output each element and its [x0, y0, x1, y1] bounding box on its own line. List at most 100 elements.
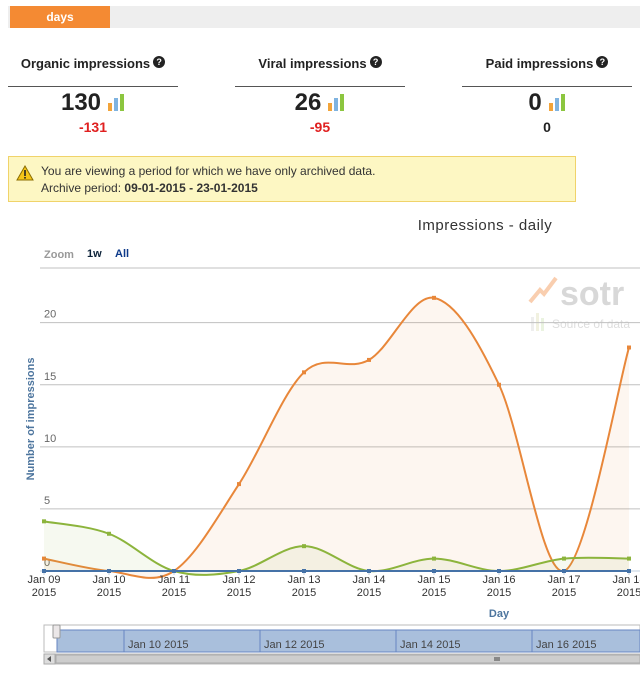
- x-tick-label: Jan 12 2015: [222, 574, 256, 599]
- help-icon[interactable]: ?: [369, 56, 382, 68]
- chart: Impressions - daily Zoom 1w All sotr Sou…: [25, 217, 640, 665]
- metric-value: 0: [528, 89, 542, 116]
- metric-name: Viral impressions: [258, 56, 367, 71]
- navigator-label: Jan 10 2015: [128, 639, 189, 651]
- y-tick-label: 0: [44, 557, 50, 569]
- x-tick-label: Jan 13 2015: [287, 574, 321, 599]
- y-axis-label: Number of impressions: [25, 358, 37, 481]
- bars-icon[interactable]: [327, 90, 345, 118]
- navigator[interactable]: Jan 10 2015 Jan 12 2015 Jan 14 2015 Jan 16 …: [43, 624, 640, 665]
- navigator-mask: [56, 629, 640, 653]
- zoom-option[interactable]: 1w: [87, 248, 102, 260]
- metric-value-row: 130: [8, 89, 178, 118]
- point-marker: [302, 569, 306, 573]
- period-value: 09-01-2015 - 23-01-2015: [124, 181, 258, 195]
- point-marker: [237, 482, 241, 487]
- metric-label: Viral impressions?: [235, 52, 405, 76]
- y-tick-label: 10: [44, 433, 56, 445]
- point-marker: [627, 569, 631, 573]
- y-tick-label: 15: [44, 371, 56, 383]
- bars-icon[interactable]: [548, 90, 566, 118]
- x-tick-label: Jan 11 2015: [157, 574, 191, 599]
- x-axis-label: Day: [489, 608, 510, 620]
- archive-period: Archive period: 09-01-2015 - 23-01-2015: [41, 181, 258, 195]
- point-marker: [42, 556, 46, 561]
- point-marker: [627, 556, 631, 561]
- x-tick-label: Jan 10 2015: [92, 574, 126, 599]
- x-tick-label: Jan 09 2015: [27, 574, 61, 599]
- metric-value-row: 26: [235, 89, 405, 118]
- zoom-option[interactable]: All: [115, 248, 129, 260]
- x-tick-label: Jan 17 2015: [547, 574, 581, 599]
- scroll-arrow: [47, 656, 51, 662]
- point-marker: [172, 569, 176, 573]
- x-tick-label: Jan 18 2015: [612, 574, 640, 599]
- metric-change: -95: [309, 119, 331, 135]
- point-marker: [497, 382, 501, 387]
- point-marker: [432, 569, 436, 573]
- point-marker: [562, 556, 566, 561]
- chart-title: Impressions - daily: [418, 217, 553, 234]
- metric: Viral impressions? 26 -95: [235, 52, 405, 136]
- point-marker: [497, 569, 501, 573]
- x-tick-label: Jan 15 2015: [417, 574, 451, 599]
- series-area: [44, 297, 629, 578]
- watermark-bar: [536, 313, 539, 331]
- point-marker: [302, 370, 306, 375]
- metric-value-row: 0: [462, 89, 632, 118]
- scrollbar-grip: [494, 657, 500, 661]
- point-marker: [302, 544, 306, 549]
- divider: [235, 86, 405, 87]
- point-marker: [432, 556, 436, 561]
- metric-value: 26: [294, 89, 322, 116]
- metric: Organic impressions? 130 -131: [8, 52, 178, 136]
- watermark-icon: [528, 276, 558, 304]
- metric-change: -131: [78, 119, 108, 135]
- point-marker: [367, 357, 371, 362]
- help-icon[interactable]: ?: [153, 56, 166, 68]
- bars-icon[interactable]: [107, 90, 125, 118]
- point-marker: [432, 295, 436, 300]
- point-marker: [562, 569, 566, 573]
- metric-change: 0: [543, 119, 551, 135]
- metric-value: 130: [60, 89, 102, 116]
- metric-label: Paid impressions?: [462, 52, 632, 76]
- watermark-bar: [541, 318, 544, 331]
- navigator-label: Jan 16 2015: [536, 639, 597, 651]
- tab[interactable]: days: [10, 6, 110, 28]
- metric: Paid impressions? 0 0: [462, 52, 632, 136]
- point-marker: [42, 569, 46, 573]
- watermark-bar: [531, 317, 534, 331]
- help-icon[interactable]: ?: [596, 56, 609, 68]
- metric-name: Organic impressions: [20, 56, 151, 71]
- watermark-logo: sotr: [560, 275, 624, 313]
- navigator-label: Jan 12 2015: [264, 639, 325, 651]
- point-marker: [627, 345, 631, 350]
- scrollbar-thumb[interactable]: [55, 654, 640, 664]
- metric-label: Organic impressions?: [8, 52, 178, 76]
- x-tick-label: Jan 16 2015: [482, 574, 516, 599]
- series-line: [43, 520, 630, 576]
- metric-name: Paid impressions: [485, 56, 594, 71]
- point-marker: [42, 519, 46, 524]
- x-tick-label: Jan 14 2015: [352, 574, 386, 599]
- navigator-label: Jan 14 2015: [400, 639, 461, 651]
- period-label: Archive period:: [41, 181, 122, 195]
- warning-text: You are viewing a period for which we ha…: [41, 164, 376, 178]
- y-tick-label: 20: [44, 309, 56, 321]
- point-marker: [367, 569, 371, 573]
- point-marker: [237, 569, 241, 573]
- series-area: [44, 521, 629, 575]
- watermark-text: Source of data: [552, 317, 630, 331]
- divider: [8, 86, 178, 87]
- divider: [462, 86, 632, 87]
- warning-icon: [16, 165, 34, 181]
- y-tick-label: 5: [44, 495, 50, 507]
- tab-bar: [8, 6, 640, 28]
- point-marker: [107, 569, 111, 573]
- navigator-handle[interactable]: [52, 624, 61, 639]
- warning-box: You are viewing a period for which we ha…: [8, 156, 576, 202]
- zoom-label: Zoom: [44, 249, 74, 261]
